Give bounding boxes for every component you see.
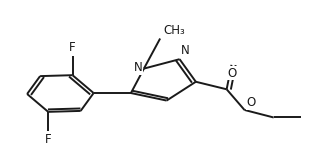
Text: N: N <box>134 61 142 74</box>
Text: O: O <box>227 67 236 80</box>
Text: F: F <box>69 41 76 54</box>
Text: F: F <box>45 133 51 146</box>
Text: CH₃: CH₃ <box>163 24 185 37</box>
Text: O: O <box>246 96 255 109</box>
Text: N: N <box>181 44 190 57</box>
